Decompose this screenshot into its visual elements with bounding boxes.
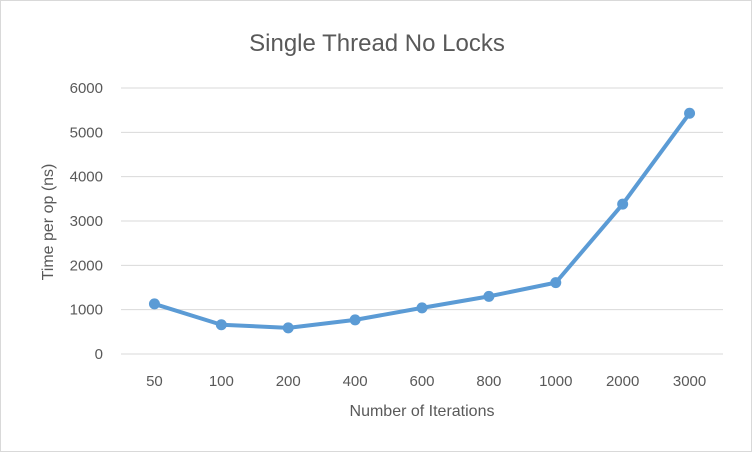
- data-point: [684, 107, 696, 119]
- chart-title: Single Thread No Locks: [249, 30, 505, 57]
- x-tick-label: 3000: [673, 373, 706, 390]
- gridlines: [121, 87, 723, 355]
- x-axis-title: Number of Iterations: [350, 403, 495, 420]
- y-tick-label: 0: [95, 346, 103, 363]
- x-tick-label: 1000: [539, 373, 572, 390]
- data-point: [550, 277, 562, 289]
- x-tick-label: 600: [409, 373, 434, 390]
- x-tick-label: 2000: [606, 373, 639, 390]
- x-axis-ticks: 50 100 200 400 600 800 1000 2000 3000: [146, 373, 706, 390]
- y-tick-label: 5000: [70, 124, 103, 141]
- x-tick-label: 200: [276, 373, 301, 390]
- y-tick-label: 4000: [70, 169, 103, 186]
- data-point: [617, 198, 629, 210]
- data-point: [349, 314, 361, 326]
- y-tick-label: 6000: [70, 80, 103, 97]
- x-tick-label: 400: [343, 373, 368, 390]
- y-axis-title: Time per op (ns): [40, 164, 57, 281]
- series-layer: [148, 107, 696, 334]
- y-tick-label: 3000: [70, 213, 103, 230]
- y-tick-label: 2000: [70, 257, 103, 274]
- y-tick-label: 1000: [70, 302, 103, 319]
- x-tick-label: 50: [146, 373, 163, 390]
- data-point: [483, 290, 495, 302]
- x-tick-label: 100: [209, 373, 234, 390]
- data-point: [416, 302, 428, 314]
- y-axis-ticks: 0 1000 2000 3000 4000 5000 6000: [70, 80, 103, 363]
- data-point: [282, 322, 294, 334]
- data-point: [215, 319, 227, 331]
- data-point: [148, 298, 160, 310]
- x-tick-label: 800: [476, 373, 501, 390]
